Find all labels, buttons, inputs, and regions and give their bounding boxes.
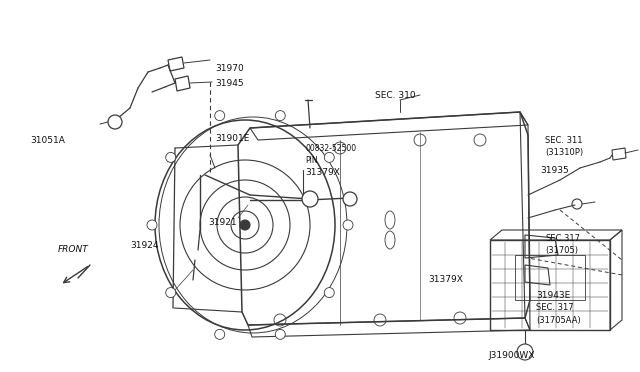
Circle shape xyxy=(343,192,357,206)
Circle shape xyxy=(240,220,250,230)
Circle shape xyxy=(343,220,353,230)
Circle shape xyxy=(324,153,334,163)
Text: SEC. 311: SEC. 311 xyxy=(545,135,582,144)
Text: SEC.317: SEC.317 xyxy=(545,234,580,243)
Text: 31379X: 31379X xyxy=(428,276,463,285)
Text: SEC. 310: SEC. 310 xyxy=(374,90,415,99)
Text: 31945: 31945 xyxy=(215,78,244,87)
Circle shape xyxy=(166,153,176,163)
Circle shape xyxy=(108,115,122,129)
Circle shape xyxy=(324,288,334,298)
Text: (31705AA): (31705AA) xyxy=(536,315,580,324)
Circle shape xyxy=(147,220,157,230)
Text: 31970: 31970 xyxy=(215,64,244,73)
Circle shape xyxy=(275,329,285,339)
Circle shape xyxy=(214,329,225,339)
Circle shape xyxy=(275,110,285,121)
Circle shape xyxy=(166,288,176,298)
Text: 31935: 31935 xyxy=(540,166,569,174)
Text: 31051A: 31051A xyxy=(30,135,65,144)
Text: 31943E: 31943E xyxy=(536,291,570,299)
Text: J31900WX: J31900WX xyxy=(488,350,535,359)
Text: 31379X: 31379X xyxy=(305,167,340,176)
Text: (31705): (31705) xyxy=(545,246,578,254)
Text: 31901E: 31901E xyxy=(215,134,250,142)
Text: 00832-52500: 00832-52500 xyxy=(305,144,356,153)
Text: (31310P): (31310P) xyxy=(545,148,583,157)
Circle shape xyxy=(302,191,318,207)
Text: FRONT: FRONT xyxy=(58,246,89,254)
Circle shape xyxy=(214,110,225,121)
Text: 31924: 31924 xyxy=(130,241,159,250)
Circle shape xyxy=(517,344,533,360)
Text: SEC. 317: SEC. 317 xyxy=(536,304,573,312)
Text: 31921: 31921 xyxy=(208,218,237,227)
Text: PIN: PIN xyxy=(305,155,317,164)
